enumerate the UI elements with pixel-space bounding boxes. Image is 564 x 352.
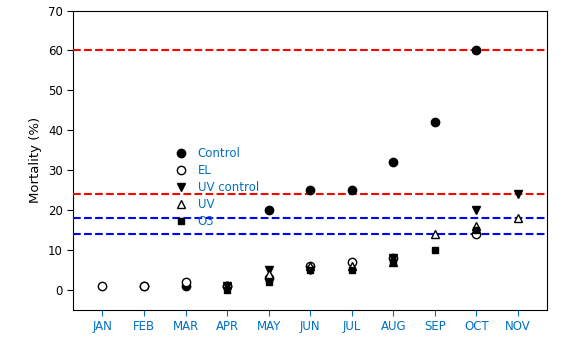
Y-axis label: Mortality (%): Mortality (%) — [29, 117, 42, 203]
Legend: Control, EL, UV control, UV, O3: Control, EL, UV control, UV, O3 — [165, 142, 263, 233]
